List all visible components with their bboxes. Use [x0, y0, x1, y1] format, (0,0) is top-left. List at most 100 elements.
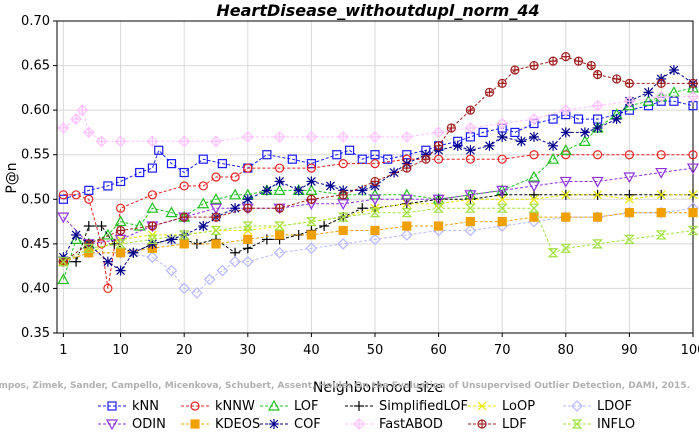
data-point-fastabod-shape — [146, 135, 159, 148]
data-point-ldof-shape — [216, 264, 229, 277]
data-point-lof-shape — [114, 215, 127, 227]
data-point-lof — [101, 228, 114, 240]
data-point-kdeos — [338, 225, 348, 236]
data-point-knnw — [84, 194, 94, 204]
watermark: Campos, Zimek, Sander, Campello, Micenko… — [0, 381, 690, 391]
data-point-fastabod — [273, 131, 286, 143]
y-tick-label: 0.50 — [21, 192, 50, 207]
data-point-ldof-shape — [400, 229, 413, 241]
data-point-knnw — [624, 150, 635, 160]
chart-title: HeartDisease_withoutdupl_norm_44 — [216, 1, 539, 20]
data-point-loop — [529, 194, 539, 204]
data-point-knnw-shape — [115, 203, 126, 213]
data-point-lof-shape — [197, 197, 210, 209]
data-point-knn-shape — [287, 154, 297, 164]
data-point-ldf — [446, 123, 456, 133]
data-point-lof — [57, 273, 70, 285]
data-point-knnw-shape — [198, 181, 208, 191]
data-point-inflo — [178, 230, 190, 240]
data-point-inflo — [369, 208, 381, 218]
data-point-knn — [370, 150, 380, 160]
data-point-fastabod — [655, 90, 668, 103]
data-point-loop — [593, 190, 603, 200]
data-point-ldf — [243, 203, 253, 213]
data-point-inflo — [592, 239, 604, 249]
data-point-odin-shape — [623, 172, 636, 184]
data-point-ldf — [624, 78, 635, 89]
series-inflo — [57, 203, 699, 267]
x-tick-label: 90 — [621, 343, 638, 358]
legend-label-fastabod: FastABOD — [379, 417, 443, 432]
x-tick-label: 60 — [430, 343, 447, 358]
data-point-cof — [306, 176, 317, 187]
legend-marker-lof-shape — [267, 399, 281, 411]
data-point-fastabod — [687, 90, 699, 103]
data-point-ldof — [146, 251, 159, 264]
data-point-lof-shape — [133, 219, 146, 231]
data-point-fastabod-shape — [114, 135, 127, 148]
data-point-knn — [548, 114, 558, 124]
data-point-knn-shape — [115, 176, 126, 187]
data-point-loop — [656, 190, 666, 200]
data-point-cof — [529, 131, 539, 142]
data-point-inflo-shape — [687, 225, 699, 236]
data-point-cof — [261, 185, 272, 196]
data-point-kdeos-shape — [275, 230, 285, 240]
data-point-odin-shape — [432, 194, 445, 206]
data-point-lof-shape — [368, 188, 382, 200]
data-point-knn — [84, 185, 94, 195]
data-point-ldof — [400, 229, 413, 241]
plot-frame — [56, 20, 694, 334]
data-point-knnw-shape — [624, 150, 635, 160]
data-point-ldof — [165, 264, 178, 277]
data-point-odin-shape — [655, 167, 668, 179]
data-point-lof — [527, 170, 541, 182]
data-point-knn — [147, 163, 157, 173]
data-point-kdeos — [243, 234, 253, 244]
data-point-odin-shape — [337, 199, 350, 210]
data-point-simplifiedlof — [242, 243, 253, 254]
series-line-loop — [63, 194, 693, 263]
data-point-cof — [128, 247, 139, 258]
data-point-inflo-shape — [401, 208, 413, 218]
series-layer — [57, 52, 699, 299]
data-point-loop — [688, 190, 698, 200]
data-point-ldf — [573, 56, 584, 66]
legend: kNN kNNW LOF SimplifiedLOF LoOP LDOF ODIN KDEOS… — [98, 399, 635, 432]
y-tick-label: 0.45 — [21, 237, 50, 252]
data-point-simplifiedlof — [71, 256, 82, 267]
legend-marker-knnw-shape — [190, 401, 200, 411]
data-point-knnw-shape — [230, 172, 240, 182]
data-point-ldf — [179, 212, 189, 222]
data-point-knnw — [243, 163, 253, 173]
data-point-knn-shape — [262, 150, 272, 160]
x-tick-label: 30 — [240, 343, 257, 358]
data-point-inflo-shape — [528, 203, 540, 213]
data-point-kdeos-shape — [179, 239, 189, 249]
legend-marker-inflo — [571, 419, 583, 429]
data-point-fastabod — [432, 126, 445, 139]
data-point-knn — [510, 127, 520, 138]
data-point-knn-shape — [154, 145, 164, 155]
data-point-inflo-shape — [433, 203, 445, 213]
data-point-knn — [103, 181, 113, 191]
data-point-inflo — [623, 234, 635, 244]
data-point-cof — [516, 136, 527, 147]
data-point-inflo-shape — [496, 203, 508, 213]
data-point-ldf — [434, 141, 444, 151]
data-point-kdeos-shape — [497, 216, 507, 227]
data-point-odin-shape — [559, 176, 572, 188]
data-point-kdeos-shape — [211, 239, 221, 249]
data-point-lof — [559, 144, 572, 155]
series-line-lof — [62, 87, 694, 280]
legend-marker-odin-shape — [105, 419, 119, 431]
data-point-odin — [400, 194, 413, 206]
data-point-lof-shape — [146, 201, 159, 213]
data-point-cof — [274, 176, 285, 187]
data-point-fastabod-shape — [623, 95, 636, 108]
data-point-inflo — [547, 248, 559, 258]
data-point-knnw-shape — [71, 190, 81, 200]
data-point-knnw-shape — [275, 163, 285, 173]
data-point-ldof-shape — [305, 242, 318, 255]
